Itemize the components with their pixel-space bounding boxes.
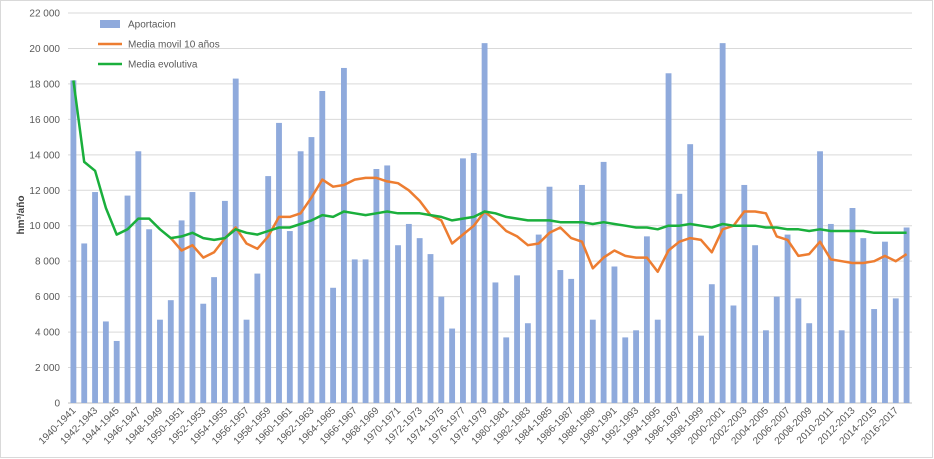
bar (254, 273, 261, 403)
bar (773, 296, 780, 403)
bar (265, 176, 272, 403)
bar (752, 245, 759, 403)
bar (449, 328, 456, 403)
bar (102, 321, 109, 403)
bar (871, 309, 878, 403)
bar (535, 234, 542, 403)
bar (698, 335, 704, 403)
bar (427, 254, 434, 403)
bar (373, 169, 380, 403)
bar (654, 319, 661, 403)
bar (405, 223, 412, 403)
bar (157, 319, 163, 403)
bar (384, 165, 391, 403)
bar (470, 153, 477, 403)
bar (276, 122, 282, 403)
bar (221, 200, 228, 403)
y-tick-label: 22 000 (29, 9, 60, 20)
bar (514, 275, 520, 403)
y-tick-label: 12 000 (29, 186, 60, 197)
bar (416, 238, 423, 403)
bar (784, 234, 791, 403)
bar (92, 192, 98, 403)
bar (492, 282, 499, 403)
y-tick-label: 14 000 (29, 150, 60, 161)
bar (827, 223, 834, 403)
bar (308, 137, 315, 403)
bar (633, 330, 639, 403)
bar (232, 78, 239, 403)
bar (362, 259, 369, 403)
line-series (72, 80, 907, 242)
bar (524, 323, 531, 403)
bar (860, 238, 867, 403)
bar (200, 303, 207, 403)
bar (395, 245, 401, 403)
bar (503, 337, 510, 403)
y-tick-label: 18 000 (29, 79, 60, 90)
bar (167, 300, 174, 403)
y-axis-label: hm³/año (16, 196, 27, 235)
legend-label: Aportacion (128, 20, 176, 31)
y-tick-label: 20 000 (29, 44, 60, 55)
bar (741, 184, 748, 403)
bar (611, 266, 618, 403)
bar (351, 259, 358, 403)
bar (135, 151, 142, 403)
bar (665, 73, 672, 403)
bar (189, 192, 196, 403)
bar (319, 91, 326, 403)
bar (297, 151, 304, 403)
bar (622, 337, 629, 403)
legend-swatch (100, 20, 120, 28)
bar (568, 278, 575, 403)
bar (146, 229, 153, 403)
y-tick-label: 8 000 (35, 257, 60, 268)
bar (763, 330, 769, 403)
bar (643, 236, 650, 403)
bar (460, 158, 466, 403)
y-tick-label: 16 000 (29, 115, 60, 126)
bar (286, 231, 293, 403)
bar (882, 241, 888, 403)
bar (676, 193, 683, 403)
bar (795, 298, 802, 403)
bar (849, 208, 856, 403)
y-tick-label: 0 (54, 399, 60, 410)
bar (589, 319, 596, 403)
bar (730, 305, 737, 403)
bar (817, 151, 823, 403)
bar (341, 67, 347, 404)
y-tick-label: 2 000 (35, 363, 60, 374)
bar (892, 298, 899, 403)
bar (838, 330, 845, 403)
bar (903, 227, 910, 403)
y-tick-label: 4 000 (35, 328, 60, 339)
bar (546, 186, 553, 403)
bar (211, 277, 217, 403)
bar (438, 296, 445, 403)
y-tick-label: 6 000 (35, 292, 60, 303)
bar (81, 243, 88, 403)
bar (600, 161, 607, 403)
bar (579, 184, 585, 403)
bar (124, 195, 131, 403)
bar (481, 43, 488, 404)
bar (178, 220, 185, 403)
bar (806, 323, 813, 403)
bar (113, 340, 120, 403)
y-tick-label: 10 000 (29, 221, 60, 232)
bar (330, 287, 337, 403)
bar (557, 270, 564, 403)
legend-label: Media movil 10 años (128, 40, 220, 51)
bar (70, 80, 77, 403)
bar (708, 284, 715, 403)
bar (687, 144, 694, 403)
bar (243, 319, 250, 403)
legend-label: Media evolutiva (128, 60, 198, 71)
line-series (169, 176, 908, 274)
